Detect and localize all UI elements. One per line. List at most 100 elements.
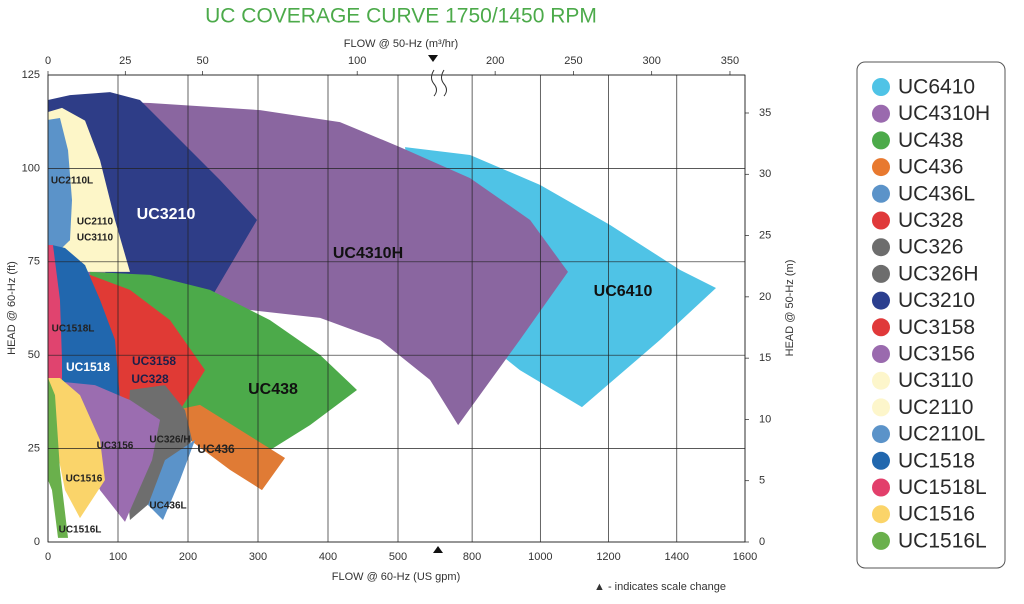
legend-swatch: [872, 531, 890, 550]
legend-swatch: [872, 211, 890, 230]
region-label: UC4310H: [333, 245, 403, 262]
legend-swatch: [872, 478, 890, 497]
region-labels: UC6410 UC4310H UC3210 UC2110 UC3110 UC2110L UC…: [51, 176, 653, 536]
coverage-region: [48, 117, 73, 250]
x-tick-label: 300: [249, 551, 267, 563]
legend-swatch: [872, 451, 890, 470]
x-tick-label: 800: [463, 551, 481, 563]
scale-note: ▲ - indicates scale change: [594, 581, 726, 593]
x2-tick-label: 0: [45, 55, 51, 67]
region-label: UC3158: [132, 354, 176, 368]
region-label: UC1518L: [52, 324, 95, 335]
legend-swatch: [872, 291, 890, 310]
legend-swatch: [872, 345, 890, 363]
coverage-region: [51, 244, 121, 401]
y2-tick-label: 0: [759, 536, 765, 548]
regions: [48, 92, 717, 538]
y-tick-label: 25: [28, 443, 40, 455]
region-label: UC3210: [137, 206, 196, 223]
y2-tick-label: 10: [759, 413, 771, 425]
x2-axis-title: FLOW @ 50-Hz (m³/hr): [344, 38, 458, 50]
region-label: UC438: [248, 381, 298, 398]
x2-tick-label: 250: [564, 55, 582, 67]
y2-tick-label: 20: [759, 291, 771, 303]
x2-tick-label: 300: [643, 55, 661, 67]
y-tick-label: 50: [28, 349, 40, 361]
y2-tick-label: 35: [759, 107, 771, 119]
legend-swatch: [872, 425, 890, 444]
legend-label: UC326H: [898, 262, 979, 285]
legend-label: UC436: [898, 156, 963, 179]
y2-tick-label: 5: [759, 475, 765, 487]
break-marker-top: [428, 55, 438, 62]
region-label: UC328: [131, 372, 169, 386]
legend-swatch: [872, 104, 890, 123]
region-label: UC2110L: [51, 176, 93, 187]
legend-label: UC3156: [898, 343, 975, 366]
region-label: UC3110: [77, 233, 114, 244]
y2-tick-label: 30: [759, 168, 771, 180]
x2-tick-label: 200: [486, 55, 504, 67]
x-tick-label: 1000: [528, 551, 552, 563]
y-tick-label: 125: [22, 69, 40, 81]
legend-label: UC1516: [898, 503, 975, 526]
legend-label: UC1516L: [898, 529, 987, 552]
x2-tick-label: 100: [348, 55, 366, 67]
x-tick-label: 500: [389, 551, 407, 563]
region-label: UC326/H: [149, 435, 190, 446]
legend-label: UC3210: [898, 289, 975, 312]
legend-swatch: [872, 318, 890, 337]
region-label: UC1516: [66, 474, 103, 485]
legend-label: UC438: [898, 129, 963, 152]
legend-label: UC326: [898, 236, 963, 259]
legend-swatch: [872, 238, 890, 257]
legend-label: UC1518: [898, 449, 975, 472]
legend-label: UC3110: [898, 369, 974, 392]
legend-label: UC3158: [898, 316, 975, 339]
region-label: UC436: [197, 442, 235, 456]
x-tick-label: 1200: [596, 551, 620, 563]
x2-tick-label: 50: [196, 55, 208, 67]
region-label: UC1518: [66, 360, 110, 374]
legend-label: UC6410: [898, 76, 975, 99]
y-tick-label: 100: [22, 162, 40, 174]
legend-swatch: [872, 264, 890, 283]
region-label: UC6410: [594, 283, 653, 300]
legend-box: [856, 61, 1006, 569]
y-axis-title: HEAD @ 60-Hz (ft): [6, 261, 18, 355]
legend-label: UC1518L: [898, 476, 987, 499]
x-tick-label: 100: [109, 551, 127, 563]
x-tick-label: 400: [319, 551, 337, 563]
x-tick-label: 0: [45, 551, 51, 563]
break-squiggle: [441, 69, 447, 97]
coverage-region: [148, 440, 195, 520]
y-tick-label: 75: [28, 256, 40, 268]
coverage-region: [48, 377, 69, 538]
region-label: UC1516L: [59, 525, 102, 536]
coverage-region: [160, 404, 286, 491]
chart-title: UC COVERAGE CURVE 1750/1450 RPM: [205, 5, 597, 28]
x-tick-label: 1400: [665, 551, 689, 563]
legend-label: UC2110: [898, 396, 974, 419]
x2-tick-label: 25: [119, 55, 131, 67]
y-tick-label: 0: [34, 536, 40, 548]
break-marker-bottom: [433, 546, 443, 553]
coverage-region: [48, 377, 105, 519]
legend-swatch: [872, 505, 890, 524]
x-axis-title: FLOW @ 60-Hz (US gpm): [332, 571, 461, 583]
legend-swatch: [872, 158, 890, 177]
coverage-region: [48, 244, 62, 401]
legend-label: UC2110L: [898, 423, 985, 446]
legend-label: UC4310H: [898, 102, 990, 125]
scale-break-markers: [428, 55, 447, 553]
y2-tick-label: 25: [759, 229, 771, 241]
legend-label: UC328: [898, 209, 963, 232]
legend-swatch: [872, 398, 890, 417]
x2-tick-label: 350: [721, 55, 739, 67]
region-label: UC3156: [97, 441, 134, 452]
legend: UC6410 UC4310H UC438 UC436 UC436L UC328 UC326 U…: [872, 76, 990, 552]
legend-swatch: [872, 184, 890, 203]
